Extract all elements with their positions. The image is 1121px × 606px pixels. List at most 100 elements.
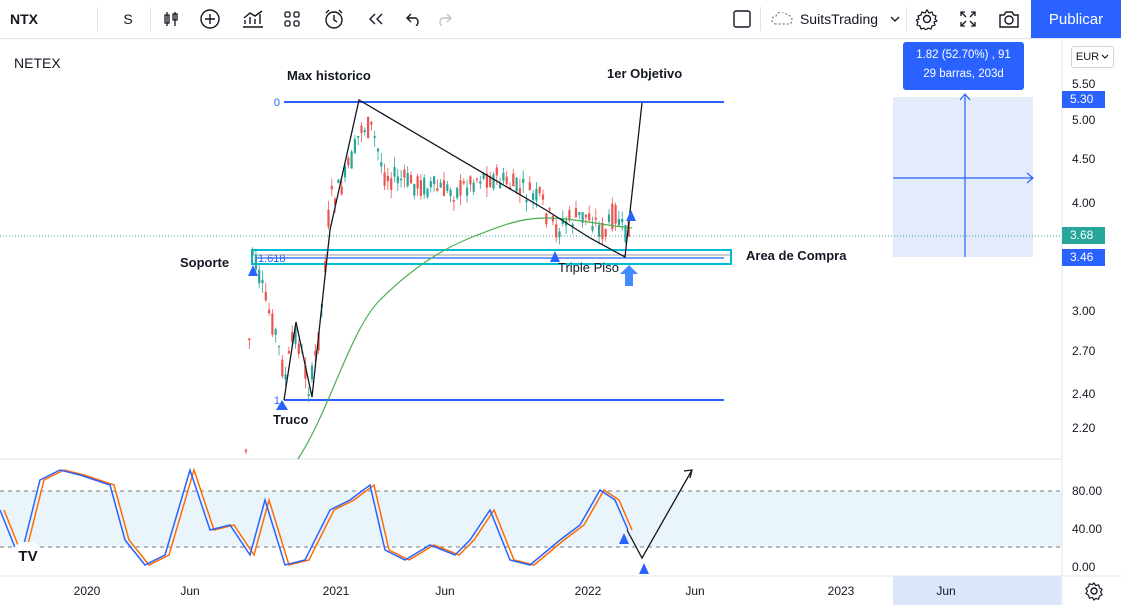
candle-body (314, 350, 317, 356)
candle (376, 147, 380, 161)
candle (304, 357, 307, 389)
axis-settings-gear-icon[interactable] (1084, 581, 1104, 606)
candle (611, 197, 614, 232)
candle-body (423, 177, 426, 195)
price-tag-last: 3.68 (1062, 227, 1105, 244)
templates-icon[interactable] (281, 0, 303, 38)
snapshot-camera-icon[interactable] (996, 0, 1022, 38)
candle-body (304, 365, 307, 379)
candle (373, 130, 376, 147)
cloud-icon (771, 12, 793, 25)
buy-area-box (251, 249, 732, 265)
candle-body (406, 172, 409, 187)
candle-body (386, 175, 389, 182)
candle-body (277, 346, 281, 348)
candle-body (617, 219, 620, 226)
marker-triangle-bottom (276, 400, 288, 410)
indicators-icon[interactable] (198, 0, 222, 38)
candle (400, 169, 403, 188)
candle-body (528, 182, 531, 190)
candle-body (334, 199, 337, 205)
annotation-support: Soporte (180, 255, 229, 270)
price-axis-label: 2.40 (1072, 387, 1096, 401)
marker-triangle-up (248, 265, 258, 276)
candle-body (357, 136, 360, 138)
candle-body (367, 117, 370, 138)
candle (449, 187, 452, 203)
candle (485, 166, 488, 197)
measure-range-area (893, 97, 1033, 257)
candle (505, 170, 508, 187)
symbol-search-button[interactable]: NTX (10, 11, 38, 27)
candle-body (426, 188, 429, 198)
candle-body (482, 172, 485, 179)
candle-body (343, 165, 347, 178)
candle (512, 169, 515, 187)
candle-body (479, 181, 482, 184)
time-axis-label: 2023 (828, 584, 855, 598)
candle (598, 221, 601, 245)
currency-select[interactable]: EUR (1071, 46, 1114, 68)
candle (574, 200, 578, 218)
layout-square-icon[interactable] (731, 0, 753, 38)
candle (363, 127, 366, 136)
candle-body (370, 121, 373, 125)
candle (624, 224, 627, 244)
alert-clock-icon[interactable] (321, 0, 347, 38)
candle (475, 177, 479, 183)
layout-menu-button[interactable]: SuitsTrading (768, 0, 902, 38)
candle (581, 211, 584, 228)
candle (442, 171, 446, 197)
candle (413, 183, 416, 200)
candle-body (591, 226, 594, 231)
candle-body (548, 208, 551, 210)
candle (541, 189, 545, 206)
settings-gear-icon[interactable] (915, 0, 939, 38)
toolbar-divider (760, 7, 761, 31)
candle (281, 354, 284, 379)
candle (426, 187, 429, 199)
price-axis-label: 2.70 (1072, 344, 1096, 358)
symbol-legend: NETEX (14, 55, 61, 71)
publish-button[interactable]: Publicar (1031, 0, 1121, 38)
interval-button[interactable]: S (123, 11, 133, 27)
candle (617, 210, 620, 227)
candle (538, 185, 541, 197)
candle (591, 216, 594, 233)
undo-icon[interactable] (404, 0, 424, 38)
candle (409, 171, 413, 184)
candle (551, 214, 554, 226)
candle-body (416, 176, 419, 189)
marker-triangle-up (626, 210, 636, 221)
candle-body (502, 172, 505, 181)
candle-body (621, 218, 624, 223)
candle (277, 345, 281, 356)
candle (268, 303, 271, 316)
candles-icon[interactable] (160, 0, 182, 38)
measure-tooltip: 1.82 (52.70%) , 91 29 barras, 203d (903, 42, 1024, 90)
candle-body (251, 250, 254, 255)
candle-body (380, 162, 383, 167)
candle (330, 178, 333, 197)
candle-body (594, 217, 597, 220)
candle-body (624, 225, 627, 242)
price-tag-support: 3.46 (1062, 249, 1105, 266)
candle-body (403, 169, 406, 178)
time-axis-label: Jun (435, 584, 454, 598)
redo-icon[interactable] (434, 0, 454, 38)
candle-body (532, 193, 535, 200)
candle (446, 180, 449, 194)
fullscreen-icon[interactable] (956, 0, 980, 38)
candle-body (433, 176, 436, 185)
annotation-truco: Truco (273, 412, 308, 427)
replay-icon[interactable] (365, 0, 387, 38)
candle-body (489, 176, 492, 188)
candle (571, 222, 574, 234)
candle-body (347, 157, 350, 166)
candle (310, 362, 314, 383)
candle (429, 177, 432, 193)
compare-chart-icon[interactable] (240, 0, 266, 38)
candle-body (353, 139, 356, 154)
candle-body (515, 177, 518, 192)
chart-canvas[interactable]: 5.50 5.00 4.50 4.00 3.00 2.70 2.40 2.20 80.00 40.… (0, 39, 1121, 605)
